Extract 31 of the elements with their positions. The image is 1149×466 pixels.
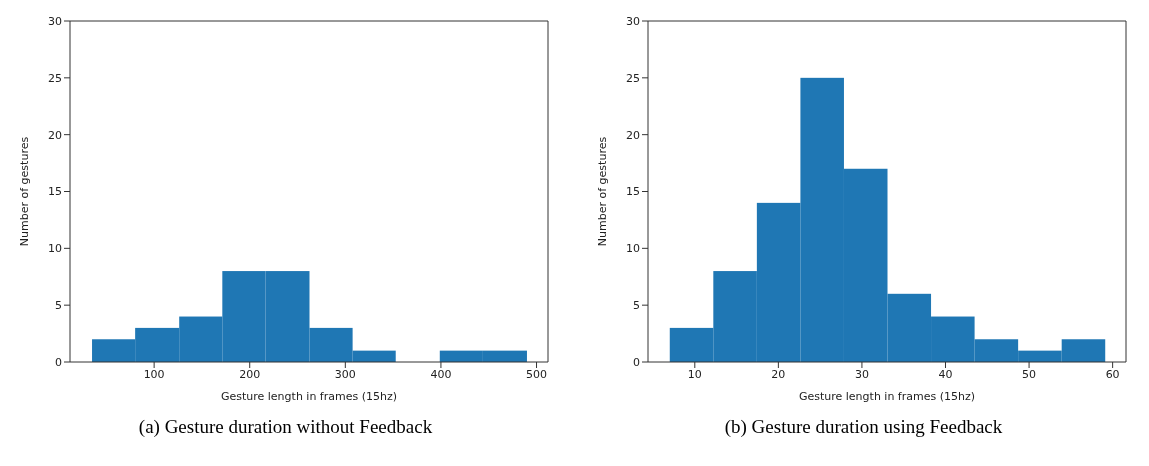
text: (a) Gesture duration without Feedback xyxy=(137,416,434,438)
x-tick-label: 200 xyxy=(239,367,261,381)
y-tick-label: 25 xyxy=(48,71,62,85)
x-tick-label: 300 xyxy=(334,367,356,381)
y-tick-label: 20 xyxy=(626,128,640,142)
x-tick-label: 10 xyxy=(687,367,702,381)
y-tick-label: 0 xyxy=(55,355,62,369)
text: (b) Gesture duration using Feedback xyxy=(723,416,1004,438)
y-tick-label: 20 xyxy=(48,128,62,142)
x-tick-label: 400 xyxy=(430,367,452,381)
y-tick-label: 30 xyxy=(48,14,62,28)
y-tick-label: 15 xyxy=(626,185,640,199)
y-tick-label: 30 xyxy=(626,14,640,28)
x-tick-label: 40 xyxy=(938,367,953,381)
x-tick-label: 500 xyxy=(526,367,548,381)
x-axis-title: Gesture length in frames (15hz) xyxy=(220,390,398,403)
y-tick-label: 0 xyxy=(633,355,640,369)
x-tick-label: 100 xyxy=(143,367,165,381)
y-axis-title: Number of gestures xyxy=(595,136,609,247)
y-tick-label: 10 xyxy=(626,242,640,256)
x-tick-label: 60 xyxy=(1105,367,1120,381)
y-tick-label: 25 xyxy=(626,71,640,85)
x-axis-title: Gesture length in frames (15hz) xyxy=(798,390,976,403)
y-tick-label: 10 xyxy=(48,242,62,256)
y-axis-title: Number of gestures xyxy=(17,136,31,247)
x-tick-label: 20 xyxy=(771,367,786,381)
y-tick-label: 15 xyxy=(48,185,62,199)
x-tick-label: 50 xyxy=(1022,367,1037,381)
y-tick-label: 5 xyxy=(633,299,640,313)
y-tick-label: 5 xyxy=(55,299,62,313)
x-tick-label: 30 xyxy=(854,367,869,381)
